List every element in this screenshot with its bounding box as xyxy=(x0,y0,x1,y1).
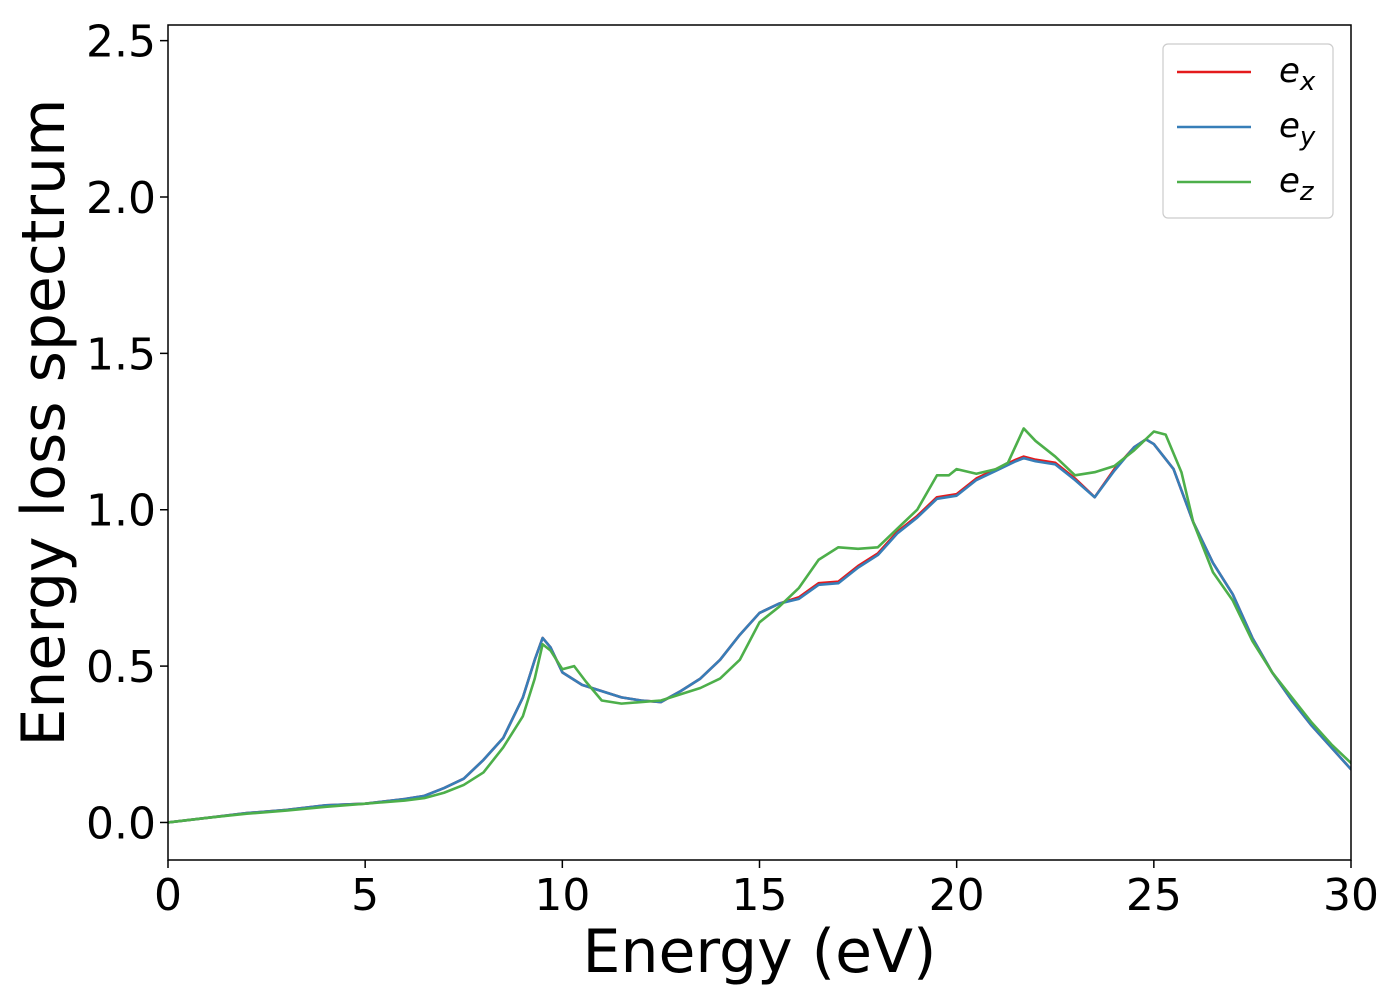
y-tick-label: 2.0 xyxy=(86,173,156,224)
series-layer xyxy=(168,427,1351,824)
y-tick-label: 0.0 xyxy=(86,798,156,849)
x-tick-label: 5 xyxy=(351,870,379,921)
series-line-z xyxy=(168,427,1351,824)
x-tick-label: 15 xyxy=(732,870,788,921)
y-tick-label: 1.5 xyxy=(86,329,156,380)
series-line-x xyxy=(168,438,1351,824)
y-tick-label: 1.0 xyxy=(86,486,156,537)
x-tick-label: 10 xyxy=(534,870,590,921)
y-axis-ticks: 0.0 0.5 1.0 1.5 2.0 2.5 xyxy=(86,17,168,849)
x-tick-label: 30 xyxy=(1323,870,1379,921)
x-tick-label: 0 xyxy=(154,870,182,921)
y-tick-label: 0.5 xyxy=(86,642,156,693)
x-tick-label: 25 xyxy=(1126,870,1182,921)
x-axis-ticks: 0 5 10 15 20 25 30 xyxy=(154,860,1379,921)
x-tick-label: 20 xyxy=(929,870,985,921)
legend-label-y: ey xyxy=(1279,106,1316,152)
y-tick-label: 2.5 xyxy=(86,17,156,68)
y-axis-label: Energy loss spectrum xyxy=(9,98,79,746)
series-line-y xyxy=(168,438,1351,824)
legend-box xyxy=(1162,43,1334,219)
legend-label-z: ez xyxy=(1279,161,1315,207)
legend-label-x: ex xyxy=(1279,51,1316,97)
legend: ex ey ez xyxy=(1162,43,1334,219)
x-axis-label: Energy (eV) xyxy=(583,917,937,987)
